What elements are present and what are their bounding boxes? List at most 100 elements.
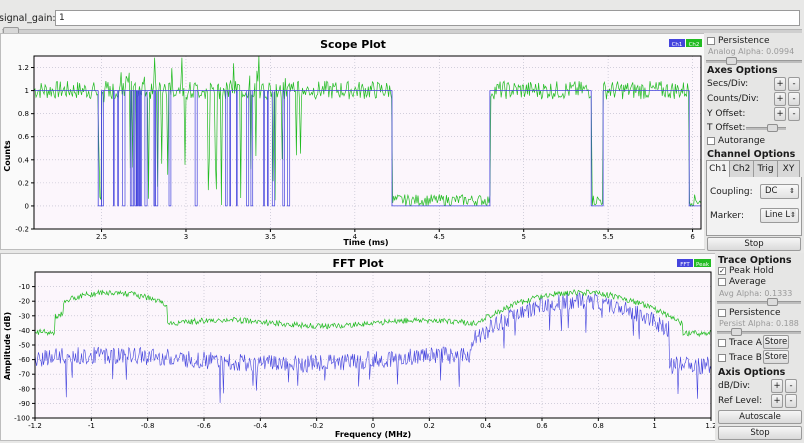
autorange-label: Autorange xyxy=(718,136,766,146)
secs-div-minus-button[interactable]: - xyxy=(788,77,800,91)
db-div-label: dB/Div: xyxy=(718,381,751,391)
fft-plot: FFT Plot FFT Peak -1.2 -1 -0.8 -0.6 -0.4 -0.2… xyxy=(3,257,715,439)
trace-a-checkbox[interactable]: Trace A xyxy=(718,338,762,348)
fft-ylabel: Amplitude (dB) xyxy=(3,312,12,380)
peak-hold-label: Peak Hold xyxy=(729,266,774,276)
x-tick-label: 2.5 xyxy=(96,233,107,241)
marker-chevron-icon: ⇕ xyxy=(790,209,796,222)
legend-ch1-label: Ch1 xyxy=(672,42,683,48)
tab-trig[interactable]: Trig xyxy=(753,160,778,178)
legend-ch1-swatch xyxy=(669,39,685,47)
analog-alpha-label: Analog Alpha: 0.0994 xyxy=(708,47,795,56)
counts-div-minus-button[interactable]: - xyxy=(788,92,800,106)
trace-b-store-button[interactable]: Store xyxy=(763,350,789,364)
average-label: Average xyxy=(729,277,766,287)
x-tick-label: 4 xyxy=(353,233,358,241)
scope-plot: Scope Plot Ch1 Ch2 2.5 3 3.5 4 4.5 5 5.5 6 -0.2 0… xyxy=(3,38,702,247)
fft-controls: Trace Options ✓ Peak Hold Average Avg Alp… xyxy=(715,253,804,443)
plot-frame xyxy=(33,55,702,230)
fft-stop-button[interactable]: Stop xyxy=(718,426,802,440)
channel-tab-body xyxy=(706,177,802,236)
fft-persistence-checkbox[interactable]: Persistence xyxy=(718,308,780,318)
persist-alpha-slider[interactable] xyxy=(717,331,801,334)
ref-level-plus-button[interactable]: + xyxy=(771,394,783,408)
fft-plot-panel: FFT Plot FFT Peak -1.2 -1 -0.8 -0.6 -0.4 -0.2… xyxy=(0,253,716,441)
y-tick-label: -30 xyxy=(19,312,30,320)
avg-alpha-slider[interactable] xyxy=(717,301,801,304)
y-tick-label: -60 xyxy=(19,356,30,364)
signal-gain-slider[interactable] xyxy=(2,29,802,33)
average-checkbox[interactable]: Average xyxy=(718,277,766,287)
scope-xlabel: Time (ms) xyxy=(343,238,388,247)
legend-peak-swatch xyxy=(694,259,711,267)
signal-gain-label: signal_gain: xyxy=(0,13,56,24)
t-offset-slider[interactable] xyxy=(746,127,786,130)
x-tick-label: 4.5 xyxy=(434,233,445,241)
db-div-minus-button[interactable]: - xyxy=(785,379,797,393)
y-tick-label: 0.2 xyxy=(18,179,29,187)
scope-persistence-checkbox[interactable]: Persistence xyxy=(707,36,769,46)
x-tick-label: 1 xyxy=(652,422,656,430)
channel-options-title: Channel Options xyxy=(707,149,796,160)
coupling-label: Coupling: xyxy=(710,187,753,197)
db-div-plus-button[interactable]: + xyxy=(771,379,783,393)
y-tick-label: -80 xyxy=(19,385,30,393)
coupling-select[interactable]: DC ⇕ xyxy=(760,184,799,199)
axis-options-title: Axis Options xyxy=(718,367,786,378)
autoscale-button[interactable]: Autoscale xyxy=(718,410,802,424)
scope-stop-button[interactable]: Stop xyxy=(707,237,801,251)
ref-level-label: Ref Level: xyxy=(718,396,763,406)
secs-div-plus-button[interactable]: + xyxy=(774,77,786,91)
coupling-value: DC xyxy=(765,186,778,196)
x-tick-label: 0.4 xyxy=(480,422,492,430)
x-tick-label: -1.2 xyxy=(28,422,42,430)
persist-alpha-thumb[interactable] xyxy=(731,328,742,336)
fft-title: FFT Plot xyxy=(332,257,383,270)
avg-alpha-thumb[interactable] xyxy=(767,298,778,306)
persist-alpha-label: Persist Alpha: 0.188 xyxy=(719,319,799,328)
peak-hold-checkbox[interactable]: ✓ Peak Hold xyxy=(718,266,774,276)
trace-b-label: Trace B xyxy=(729,353,762,363)
analog-alpha-slider[interactable] xyxy=(706,60,802,63)
trace-options-title: Trace Options xyxy=(718,255,792,266)
counts-div-plus-button[interactable]: + xyxy=(774,92,786,106)
y-tick-label: 1.2 xyxy=(18,64,29,72)
scope-controls: Persistence Analog Alpha: 0.0994 Axes Op… xyxy=(704,33,804,251)
x-tick-label: 3.5 xyxy=(265,233,276,241)
x-tick-label: 0.8 xyxy=(593,422,604,430)
ref-level-minus-button[interactable]: - xyxy=(785,394,797,408)
scope-plot-panel: Scope Plot Ch1 Ch2 2.5 3 3.5 4 4.5 5 5.5 6 -0.2 0… xyxy=(0,33,705,250)
analog-alpha-thumb[interactable] xyxy=(726,57,737,65)
x-tick-label: -1 xyxy=(88,422,95,430)
trace-a-label: Trace A xyxy=(729,338,762,348)
marker-select[interactable]: Line L ⇕ xyxy=(760,208,799,223)
y-offset-plus-button[interactable]: + xyxy=(774,107,786,121)
tab-xy[interactable]: XY xyxy=(777,160,800,178)
y-tick-label: -90 xyxy=(19,400,30,408)
x-tick-label: -0.6 xyxy=(197,422,211,430)
y-offset-minus-button[interactable]: - xyxy=(788,107,800,121)
ch2-trace xyxy=(33,55,701,207)
t-offset-thumb[interactable] xyxy=(767,124,778,132)
autorange-checkbox[interactable]: Autorange xyxy=(707,136,765,146)
marker-value: Line L xyxy=(765,210,791,220)
signal-gain-input[interactable]: 1 xyxy=(55,10,800,26)
tab-ch2[interactable]: Ch2 xyxy=(729,160,754,178)
ch1-bursts xyxy=(101,90,291,207)
legend-fft-label: FFT xyxy=(680,262,690,268)
x-tick-label: 0.2 xyxy=(424,422,435,430)
x-tick-label: 6 xyxy=(690,233,695,241)
plot-frame xyxy=(34,271,712,419)
y-tick-label: 0 xyxy=(25,202,29,210)
scope-ylabel: Counts xyxy=(3,140,12,172)
peak-trace xyxy=(34,289,712,338)
counts-div-label: Counts/Div: xyxy=(707,94,759,104)
legend-ch2-swatch xyxy=(686,39,702,47)
fft-xlabel: Frequency (MHz) xyxy=(335,430,411,439)
trace-b-checkbox[interactable]: Trace B xyxy=(718,353,762,363)
x-tick-label: -0.4 xyxy=(253,422,267,430)
x-tick-label: 5.5 xyxy=(603,233,614,241)
tab-ch1[interactable]: Ch1 xyxy=(706,160,730,178)
x-tick-label: 5 xyxy=(521,233,525,241)
trace-a-store-button[interactable]: Store xyxy=(763,335,789,349)
